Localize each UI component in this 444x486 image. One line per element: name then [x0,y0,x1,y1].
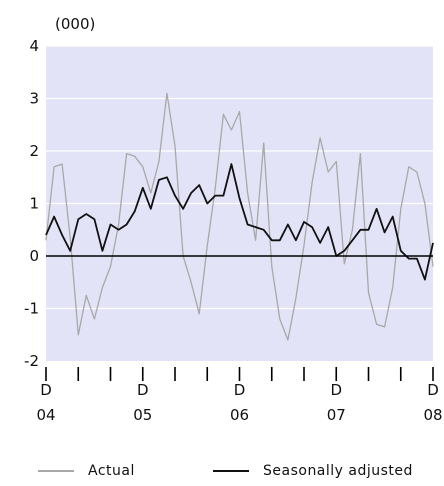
x-tick-label-year: 06 [230,406,249,424]
x-tick-label-year: 05 [133,406,152,424]
x-axis: D 04 D 05 D 06 D 07 D 08 [36,367,443,424]
y-tick-label: 2 [29,142,39,160]
y-tick-label: -2 [24,352,39,370]
x-tick-label-month: D [330,381,342,399]
x-tick-label-year: 04 [36,406,55,424]
legend-swatch-seasonally-adjusted [213,470,249,472]
y-tick-label: 1 [29,195,39,213]
y-tick-label: 4 [29,37,39,55]
x-tick-label-month: D [234,381,246,399]
x-tick-label-month: D [137,381,149,399]
legend-sa: Seasonally adjusted [213,463,413,479]
y-tick-label: 3 [29,90,39,108]
legend-swatch-actual [38,470,74,472]
series-line-seasonally-adjusted [45,163,434,281]
grid-lines [46,45,433,310]
legend-label-seasonally-adjusted: Seasonally adjusted [263,463,413,479]
y-tick-label: -1 [24,300,39,318]
series-lines [45,92,434,341]
y-tick-labels: 4 3 2 1 0 -1 -2 [24,37,39,370]
y-tick-label: 0 [29,247,39,265]
x-tick-label-month: D [40,381,52,399]
legend-label-actual: Actual [88,463,135,479]
legend: Actual [38,463,135,479]
unit-label: (000) [55,15,95,33]
x-tick-label-year: 07 [327,406,346,424]
x-tick-label-year: 08 [423,406,442,424]
series-line-actual [45,92,434,341]
x-tick-label-month: D [427,381,439,399]
